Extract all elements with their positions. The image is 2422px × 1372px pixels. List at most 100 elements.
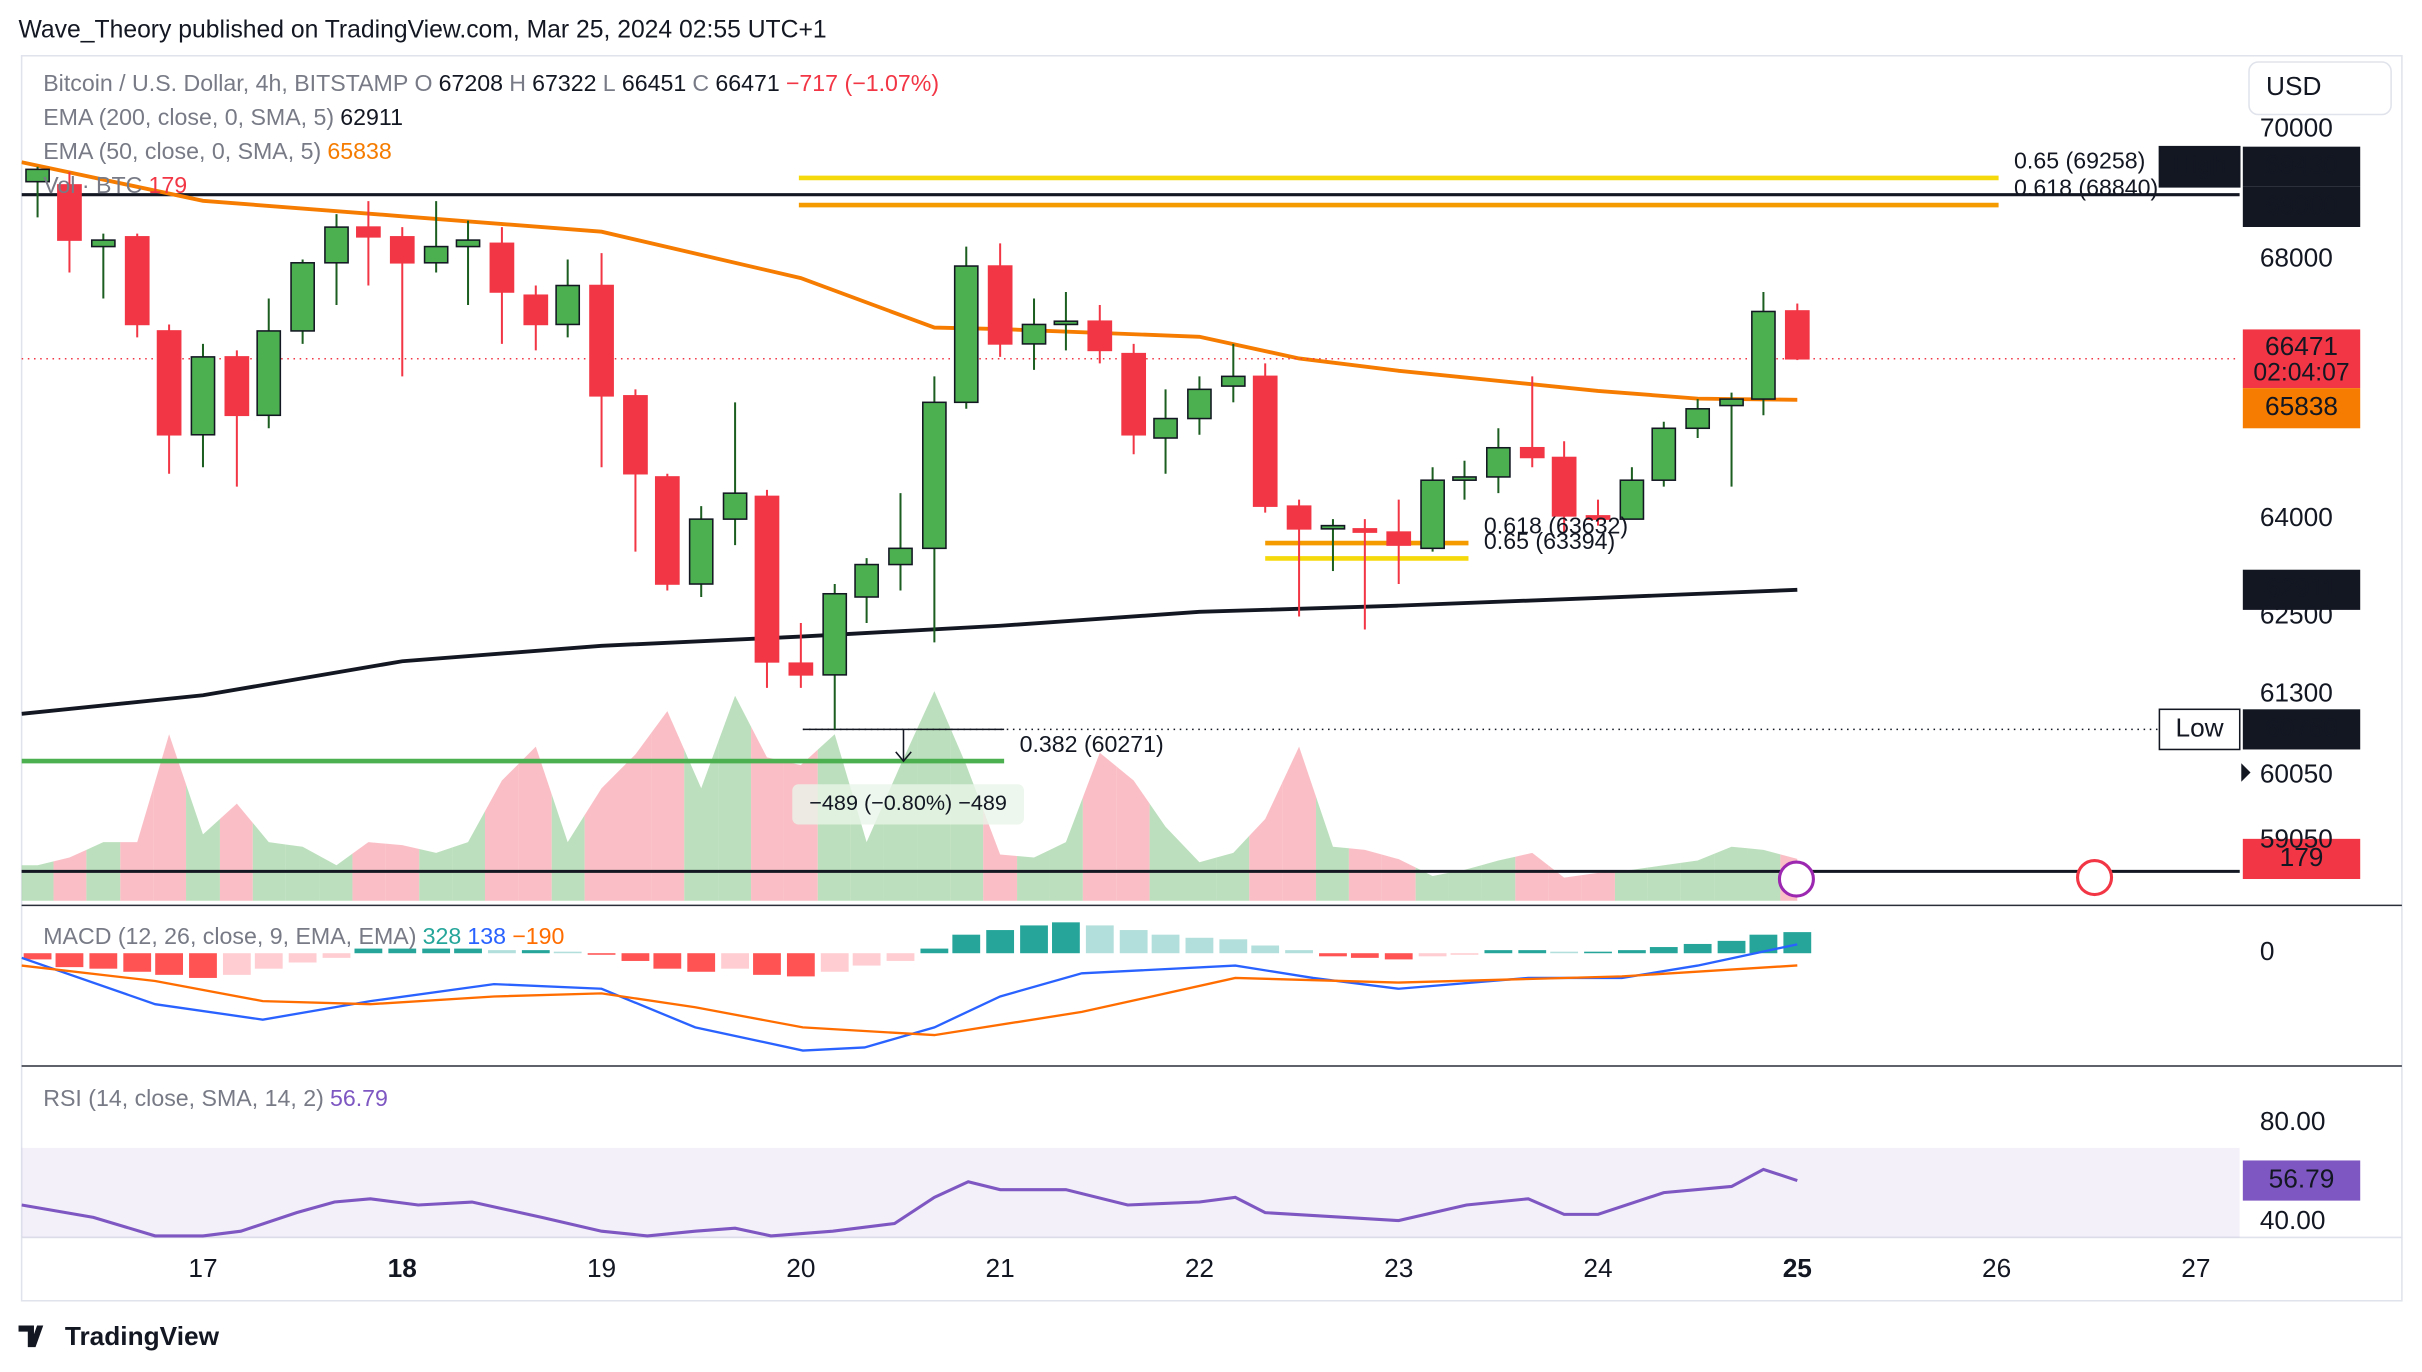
rsi-line bbox=[21, 1167, 1798, 1238]
macd-histogram-bar bbox=[1219, 939, 1248, 954]
rsi-tick-label: 80.00 bbox=[2260, 1106, 2326, 1136]
candle-body bbox=[389, 236, 415, 264]
candle-body bbox=[1386, 531, 1412, 546]
x-tick-label: 24 bbox=[1583, 1253, 1612, 1283]
macd-histogram-bar bbox=[886, 953, 915, 961]
rsi-layer bbox=[21, 1147, 2240, 1238]
volume-area bbox=[1680, 853, 1715, 901]
volume-area bbox=[1316, 796, 1349, 901]
volume-area bbox=[1581, 871, 1615, 901]
macd-histogram-bar bbox=[1484, 950, 1513, 954]
candle-body bbox=[987, 265, 1013, 345]
macd-histogram-bar bbox=[1584, 951, 1612, 954]
candle-body bbox=[1053, 320, 1079, 326]
candle-body bbox=[754, 495, 780, 663]
macd-histogram-bar bbox=[1649, 947, 1678, 954]
macd-histogram-bar bbox=[1717, 940, 1746, 954]
legend-value: 67208 bbox=[439, 70, 503, 96]
legend-value: 56.79 bbox=[330, 1085, 388, 1111]
price-label-value: 60760 bbox=[2265, 712, 2338, 742]
price-label-value: 69430 bbox=[2265, 150, 2338, 180]
candle-body bbox=[589, 284, 614, 397]
y-tick-label: 68000 bbox=[2260, 242, 2333, 272]
candle-body bbox=[1585, 515, 1611, 520]
y-tick-label: 62500 bbox=[2260, 599, 2333, 629]
volume-area bbox=[252, 822, 286, 901]
macd-histogram-bar bbox=[1185, 937, 1214, 954]
x-tick-label: 20 bbox=[786, 1253, 815, 1283]
volume-area bbox=[1381, 854, 1416, 901]
candle-body bbox=[190, 356, 216, 436]
legend-symbol: Bitcoin / U.S. Dollar, 4h, BITSTAMP bbox=[43, 70, 408, 96]
x-tick-label: 26 bbox=[1982, 1253, 2011, 1283]
fib-label: 0.618 (68840) bbox=[2014, 175, 2158, 201]
candle-body bbox=[1719, 398, 1744, 407]
volume-area bbox=[718, 695, 752, 901]
price-label-tag bbox=[2158, 145, 2241, 188]
legend: Vol · BTC 179 bbox=[43, 172, 187, 198]
volume-area bbox=[1415, 867, 1449, 901]
candle-body bbox=[722, 492, 748, 520]
fib-label: 0.65 (69258) bbox=[2014, 148, 2145, 174]
scroll-arrow[interactable] bbox=[2241, 763, 2251, 782]
x-tick-label: 17 bbox=[188, 1253, 217, 1283]
candle-body bbox=[1220, 375, 1246, 387]
macd-histogram-bar bbox=[189, 953, 217, 978]
macd-layer bbox=[21, 922, 1812, 1052]
legend-name: EMA (200, close, 0, SMA, 5) bbox=[43, 104, 334, 130]
volume-area bbox=[651, 711, 685, 901]
macd-histogram-bar bbox=[621, 953, 650, 961]
volume-area bbox=[153, 734, 187, 901]
macd-histogram-bar bbox=[254, 953, 283, 969]
candle-body bbox=[1187, 388, 1212, 420]
candle-body bbox=[1252, 375, 1278, 507]
macd-histogram-bar bbox=[1052, 922, 1080, 954]
publisher-header: Wave_Theory published on TradingView.com… bbox=[19, 17, 827, 44]
macd-histogram-bar bbox=[521, 950, 550, 954]
legend: MACD (12, 26, close, 9, EMA, EMA) 328 138−… bbox=[43, 923, 564, 949]
signal-line bbox=[21, 964, 1798, 1037]
macd-histogram-bar bbox=[155, 953, 184, 975]
candle-body bbox=[57, 184, 82, 241]
candle-body bbox=[1286, 505, 1312, 530]
candle-body bbox=[290, 262, 315, 332]
macd-tick-label: 0 bbox=[2260, 936, 2275, 966]
volume-area bbox=[21, 861, 54, 901]
volume-area bbox=[1282, 746, 1317, 901]
legend: EMA (50, close, 0, SMA, 5) 65838 bbox=[43, 138, 392, 164]
volume-area bbox=[1348, 848, 1382, 901]
price-label-value: 66471 bbox=[2265, 331, 2338, 361]
candle-body bbox=[1087, 320, 1113, 352]
macd-histogram-bar bbox=[388, 948, 417, 954]
volume-area bbox=[53, 849, 87, 901]
x-tick-label: 25 bbox=[1783, 1253, 1812, 1283]
legend-key: H bbox=[509, 70, 526, 96]
candle-body bbox=[1452, 476, 1477, 481]
x-tick-label: 27 bbox=[2181, 1253, 2210, 1283]
price-label-box bbox=[2242, 709, 2361, 750]
currency-button[interactable] bbox=[2248, 61, 2392, 116]
rsi-label-value: 56.79 bbox=[2269, 1163, 2335, 1193]
candle-body bbox=[688, 518, 714, 585]
measure-label: −489 (−0.80%) −489 bbox=[809, 790, 1007, 815]
x-tick-label: 21 bbox=[986, 1253, 1015, 1283]
price-label-tag-text: Low bbox=[2175, 712, 2224, 742]
volume-area bbox=[983, 809, 1018, 901]
macd-histogram-bar bbox=[1683, 943, 1712, 954]
macd-histogram-bar bbox=[1749, 934, 1778, 954]
candle-body bbox=[1784, 310, 1810, 360]
candle-body bbox=[854, 563, 879, 598]
volume-area bbox=[1747, 848, 1781, 901]
rsi-tick-label: 40.00 bbox=[2260, 1205, 2326, 1235]
macd-histogram-bar bbox=[653, 953, 682, 969]
macd-histogram-bar bbox=[1550, 951, 1579, 954]
price-label-box bbox=[2242, 186, 2361, 227]
candle-body bbox=[124, 236, 150, 326]
x-tick-label: 22 bbox=[1185, 1253, 1214, 1283]
x-tick-label: 23 bbox=[1384, 1253, 1413, 1283]
volume-area bbox=[484, 763, 519, 901]
volume-area bbox=[1116, 766, 1150, 901]
legend: RSI (14, close, SMA, 14, 2) 56.79 bbox=[43, 1085, 388, 1111]
price-label-box bbox=[2242, 569, 2361, 610]
